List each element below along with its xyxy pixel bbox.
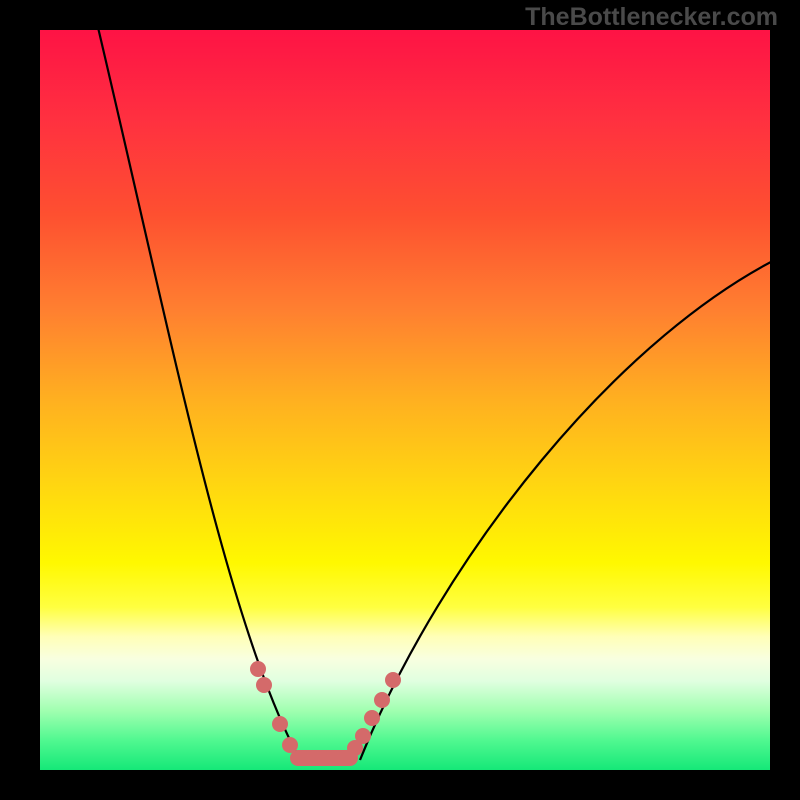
plot-gradient-background — [40, 30, 770, 770]
chart-stage: TheBottlenecker.com — [0, 0, 800, 800]
watermark-text: TheBottlenecker.com — [525, 3, 778, 32]
